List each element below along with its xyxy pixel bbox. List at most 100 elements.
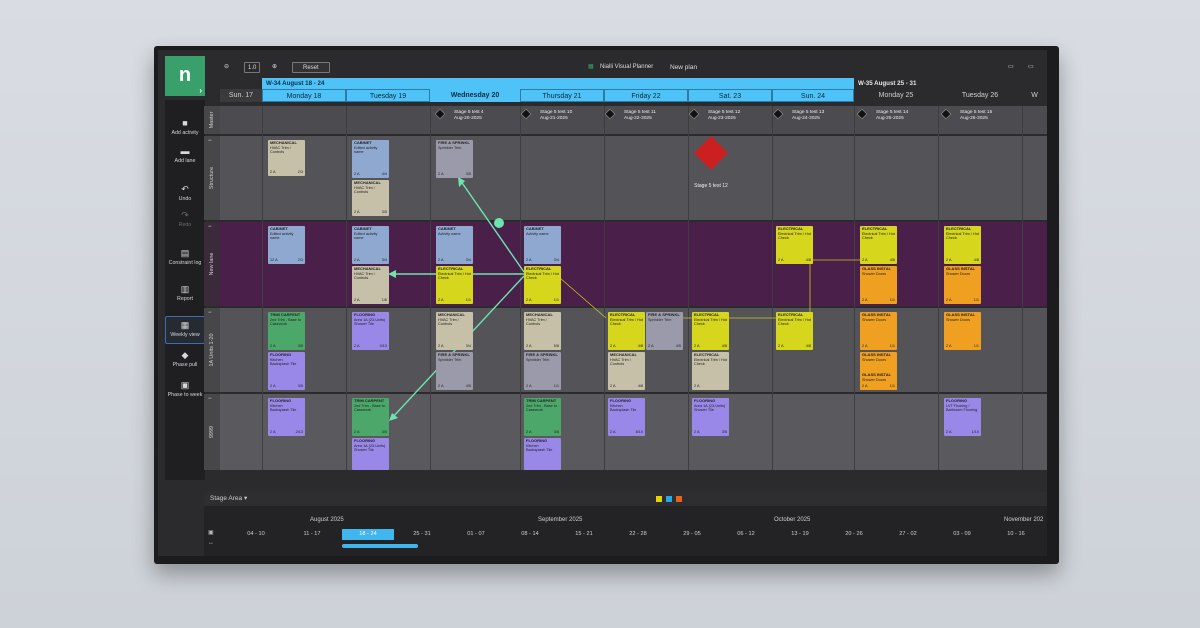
- timeline-scroll-thumb[interactable]: [342, 544, 418, 548]
- activity-card[interactable]: ELECTRICAL Electrical Trim / Hot Check 2 A…: [944, 226, 981, 264]
- activity-card[interactable]: FLOORING Kitchen Backsplash Tile 2 A 2/13: [268, 398, 305, 436]
- lane-label-structure[interactable]: − Structure: [204, 136, 220, 220]
- report-button[interactable]: ▥ Report: [165, 284, 205, 302]
- activity-card[interactable]: ELECTRICAL Electrical Trim / Hot Check 2 A…: [692, 312, 729, 350]
- activity-card[interactable]: MECHANICAL HVAC Trim / Controls 2 A 3/4: [436, 312, 473, 350]
- day-header[interactable]: Sat. 23: [688, 89, 772, 102]
- add-activity-button[interactable]: ■ Add activity: [165, 118, 205, 136]
- week-range[interactable]: 27 - 02: [899, 531, 917, 537]
- activity-card[interactable]: FIRE & SPRINKL Sprinkler Trim 2 A 3/5: [436, 140, 473, 178]
- zoom-out-icon[interactable]: ⊖: [224, 64, 230, 70]
- activity-card[interactable]: FLOORING Kitchen Backsplash Tile 2 A 3/5: [268, 352, 305, 390]
- lane-label-master[interactable]: Master: [204, 106, 220, 134]
- activity-card[interactable]: FIRE & SPRINKL Sprinkler Trim 2 A 4/5: [646, 312, 683, 350]
- undo-button[interactable]: ↶ Undo: [165, 184, 205, 202]
- activity-card[interactable]: CABINET Edited activity name 2 A 3/4: [352, 226, 389, 264]
- week-range[interactable]: 13 - 19: [791, 531, 809, 537]
- week-header-current[interactable]: W-34 August 18 - 24: [262, 78, 854, 89]
- week-range[interactable]: 06 - 12: [737, 531, 755, 537]
- week-range[interactable]: 01 - 07: [467, 531, 485, 537]
- week-range[interactable]: 10 - 16: [1007, 531, 1025, 537]
- activity-card[interactable]: ELECTRICAL Electrical Trim / Hot Check 2 A…: [860, 226, 897, 264]
- add-lane-button[interactable]: ▬ Add lane: [165, 146, 205, 164]
- stage-area-dropdown[interactable]: Stage Area: [210, 495, 243, 502]
- collapse-icon[interactable]: −: [208, 224, 212, 230]
- weekly-view-button[interactable]: ▦ Weekly view: [165, 316, 205, 344]
- week-range[interactable]: 20 - 26: [845, 531, 863, 537]
- constraint-log-button[interactable]: ▤ Constraint log: [165, 248, 205, 266]
- day-header[interactable]: Tuesday 19: [346, 89, 430, 102]
- week-range[interactable]: 04 - 10: [247, 531, 265, 537]
- week-range[interactable]: 03 - 09: [953, 531, 971, 537]
- week-range[interactable]: 25 - 31: [413, 531, 431, 537]
- zoom-in-icon[interactable]: ⊕: [272, 64, 278, 70]
- activity-card[interactable]: MECHANICAL HVAC Trim / Controls 2 A 5/8: [524, 312, 561, 350]
- activity-card[interactable]: ELECTRICAL Electrical Trim / Hot Check 2 A: [692, 352, 729, 390]
- activity-card[interactable]: MECHANICAL HVAC Trim / Controls 2 A 3/5: [352, 180, 389, 216]
- activity-card[interactable]: ELECTRICAL Electrical Trim / Hot Check 2 A…: [436, 266, 473, 304]
- activity-card[interactable]: MECHANICAL HVAC Trim / Controls 2 A 1/6: [352, 266, 389, 304]
- plan-name[interactable]: New plan: [670, 64, 698, 71]
- expand-icon[interactable]: ↔: [208, 540, 214, 546]
- lane-label-9999[interactable]: −9999: [204, 394, 220, 470]
- day-header[interactable]: W: [1022, 89, 1047, 102]
- phase-to-week-button[interactable]: ▣ Phase to week: [165, 380, 205, 398]
- nialli-logo[interactable]: n ›: [165, 56, 205, 96]
- activity-card[interactable]: CABINET Activity name 2 A 3/4: [524, 226, 561, 264]
- milestone[interactable]: Stage 5 test 14 Aug-25-2025: [856, 108, 908, 121]
- reset-button[interactable]: Reset: [292, 62, 330, 73]
- activity-card[interactable]: CABINET Edited activity name 12 A 2/3: [268, 226, 305, 264]
- collapse-icon[interactable]: −: [208, 396, 212, 402]
- activity-card[interactable]: FLOORING Kitchen Backsplash Tile 2 A 8/10: [608, 398, 645, 436]
- zoom-level-field[interactable]: 1.0: [244, 62, 261, 73]
- phase-pull-button[interactable]: ◆ Phase pull: [165, 350, 205, 368]
- milestone[interactable]: Stage 5 test 13 Aug-24-2025: [772, 108, 824, 121]
- activity-card[interactable]: TRIM CARPENT 2nd Trim - Base to Casework 2…: [352, 398, 389, 436]
- activity-card[interactable]: FLOORING LVT Flooring / Bathroom Flooring…: [944, 398, 981, 436]
- activity-card[interactable]: FLOORING Kitchen Backsplash Tile: [524, 438, 561, 470]
- activity-card[interactable]: TRIM CARPENT 2nd Trim - Base to Casework 2…: [524, 398, 561, 436]
- milestone[interactable]: Stage 5 test 11 Aug-22-2025: [604, 108, 656, 121]
- collapse-icon[interactable]: −: [208, 138, 212, 144]
- week-range[interactable]: 11 - 17: [303, 531, 321, 537]
- activity-card[interactable]: CABINET Activity name 2 A 3/4: [436, 226, 473, 264]
- day-header[interactable]: Thursday 21: [520, 89, 604, 102]
- activity-card[interactable]: MECHANICAL HVAC Trim / Controls 2 A 4/8: [608, 352, 645, 390]
- week-header-next[interactable]: W-35 August 25 - 31: [854, 78, 1047, 89]
- lane-label-new-lane[interactable]: − New lane: [204, 222, 220, 306]
- milestone[interactable]: Stage 5 test 15 Aug-26-2025: [940, 108, 992, 121]
- week-range-selected[interactable]: 18 - 24: [342, 529, 394, 540]
- activity-card[interactable]: FLOORING Area 1A (23-Units) Shower Tile: [352, 438, 389, 470]
- activity-card[interactable]: ELECTRICAL Electrical Trim / Hot Check 2 A…: [776, 226, 813, 264]
- activity-card[interactable]: ELECTRICAL Electrical Trim / Hot Check 2 A…: [524, 266, 561, 304]
- lock-icon[interactable]: ▣: [208, 530, 214, 536]
- week-range[interactable]: 15 - 21: [575, 531, 593, 537]
- activity-card[interactable]: FIRE & SPRINKL Sprinkler Trim 2 A 4/5: [436, 352, 473, 390]
- collapse-icon[interactable]: −: [208, 310, 212, 316]
- chevron-down-icon[interactable]: ▾: [243, 495, 248, 502]
- activity-card[interactable]: FLOORING Area 1A (23-Units) Shower Tile 2 …: [692, 398, 729, 436]
- day-header[interactable]: Sun. 24: [772, 89, 854, 102]
- redo-button[interactable]: ↷ Redo: [165, 210, 205, 228]
- monitor-icon[interactable]: ▭: [1008, 64, 1014, 70]
- activity-card[interactable]: FIRE & SPRINKL Sprinkler Trim 2 A 1/1: [524, 352, 561, 390]
- day-header[interactable]: Sun. 17: [220, 89, 262, 102]
- milestone[interactable]: Stage 5 test 10 Aug-21-2025: [520, 108, 572, 121]
- week-range[interactable]: 29 - 05: [683, 531, 701, 537]
- activity-card[interactable]: MECHANICAL HVAC Trim / Controls 2 A 2/3: [268, 140, 305, 176]
- day-header[interactable]: Monday 25: [854, 89, 938, 102]
- activity-card[interactable]: CABINET Edited activity name 2 A 4/4: [352, 140, 389, 178]
- lane-label-1a-units[interactable]: −1A Units 1-20: [204, 308, 220, 392]
- milestone[interactable]: Stage 5 test 12 Aug-23-2025: [688, 108, 740, 121]
- activity-card[interactable]: ELECTRICAL Electrical Trim / Hot Check 2 A…: [608, 312, 645, 350]
- milestone[interactable]: Stage 5 test 4 Aug-20-2025: [434, 108, 484, 121]
- activity-card[interactable]: ELECTRICAL Electrical Trim / Hot Check 2 A…: [776, 312, 813, 350]
- export-icon[interactable]: ▭: [1028, 64, 1034, 70]
- activity-card[interactable]: FLOORING Area 1A (23-Units) Shower Tile 2 …: [352, 312, 389, 350]
- day-header[interactable]: Monday 18: [262, 89, 346, 102]
